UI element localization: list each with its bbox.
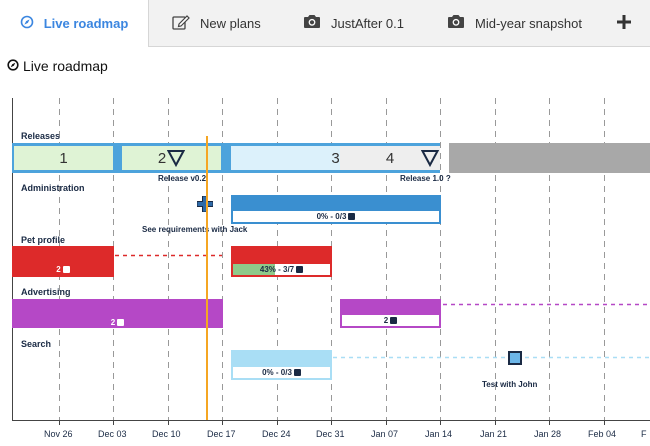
tab-label: Mid-year snapshot bbox=[475, 15, 582, 31]
axis-label: Jan 28 bbox=[534, 429, 562, 439]
page-title: Live roadmap bbox=[7, 58, 108, 74]
axis-label: Dec 03 bbox=[98, 429, 127, 439]
axis-label: F bbox=[641, 429, 647, 439]
tab-bar: Live roadmap New plans JustAfter 0.1 Mid… bbox=[0, 0, 650, 47]
compass-icon bbox=[7, 58, 19, 74]
lane-label-pet-profile: Pet profile bbox=[21, 235, 66, 245]
axis-label: Nov 26 bbox=[44, 429, 73, 439]
roadmap-chart: Releases Administration Pet profile Adve… bbox=[0, 80, 650, 446]
bar-progress-label: 0% - 0/3 bbox=[233, 211, 439, 222]
axis-label: Jan 07 bbox=[371, 429, 399, 439]
tab-label: New plans bbox=[200, 15, 261, 31]
release-label: 2 bbox=[157, 149, 167, 167]
tab-live-roadmap[interactable]: Live roadmap bbox=[0, 0, 149, 47]
lane-label-releases: Releases bbox=[21, 131, 61, 141]
tasks-icon bbox=[296, 266, 304, 273]
axis-label: Dec 31 bbox=[316, 429, 345, 439]
lane-label-administration: Administration bbox=[21, 183, 85, 193]
feature-bar-pet-profile-2[interactable]: 43% - 3/7 bbox=[231, 246, 332, 277]
page-title-text: Live roadmap bbox=[23, 58, 108, 74]
axis-label: Dec 17 bbox=[207, 429, 236, 439]
add-tab-button[interactable] bbox=[612, 8, 636, 36]
axis-label: Jan 21 bbox=[480, 429, 508, 439]
plus-icon bbox=[617, 9, 631, 35]
tasks-icon bbox=[390, 317, 398, 324]
release-label: 4 bbox=[385, 149, 395, 167]
camera-icon bbox=[303, 14, 321, 32]
compass-icon bbox=[20, 15, 34, 32]
tab-justafter[interactable]: JustAfter 0.1 bbox=[303, 0, 404, 46]
bar-count-label: 2 bbox=[342, 315, 439, 326]
bar-progress-label: 0% - 0/3 bbox=[233, 367, 330, 378]
bar-count-label: 2 bbox=[12, 317, 223, 328]
tab-mid-year-snapshot[interactable]: Mid-year snapshot bbox=[447, 0, 582, 46]
releases-future-strip bbox=[449, 143, 650, 173]
note-label: Test with John bbox=[482, 380, 538, 389]
release-2[interactable]: 2 bbox=[122, 146, 221, 170]
milestone-triangle-icon bbox=[167, 149, 186, 168]
axis-label: Dec 24 bbox=[262, 429, 291, 439]
tasks-icon bbox=[348, 213, 356, 220]
bar-count-label: 2 bbox=[14, 264, 112, 275]
feature-bar-search[interactable]: 0% - 0/3 bbox=[231, 350, 332, 380]
progress-fill bbox=[233, 264, 275, 275]
milestone-square-icon[interactable] bbox=[508, 351, 522, 365]
feature-bar-advertising-2[interactable]: 2 bbox=[340, 299, 441, 328]
milestone-plus-icon[interactable] bbox=[196, 195, 214, 217]
axis-label: Dec 10 bbox=[152, 429, 181, 439]
camera-icon bbox=[447, 14, 465, 32]
tasks-icon bbox=[62, 266, 70, 273]
bar-progress-label: 43% - 3/7 bbox=[233, 264, 330, 275]
milestone-label: Release v0.2 bbox=[158, 174, 207, 183]
axis-label: Jan 14 bbox=[425, 429, 453, 439]
release-1[interactable]: 1 bbox=[14, 146, 113, 170]
feature-bar-pet-profile-1[interactable]: 2 bbox=[12, 246, 114, 277]
tab-new-plans[interactable]: New plans bbox=[172, 0, 261, 46]
tab-label: JustAfter 0.1 bbox=[331, 15, 404, 31]
lane-label-search: Search bbox=[21, 339, 52, 349]
release-label: 3 bbox=[331, 149, 340, 167]
note-label: See requirements with Jack bbox=[142, 225, 248, 234]
milestone-label: Release 1.0 ? bbox=[400, 174, 451, 183]
release-label: 1 bbox=[59, 149, 68, 167]
axis-label: Feb 04 bbox=[588, 429, 617, 439]
feature-bar-advertising-1[interactable]: 2 bbox=[12, 299, 223, 328]
tasks-icon bbox=[293, 369, 301, 376]
lane-label-advertising: Advertising bbox=[21, 287, 71, 297]
today-line bbox=[206, 136, 208, 420]
tasks-icon bbox=[117, 319, 125, 326]
edit-icon bbox=[172, 14, 190, 33]
tab-label: Live roadmap bbox=[43, 16, 129, 31]
milestone-triangle-icon bbox=[420, 149, 440, 172]
feature-bar-administration[interactable]: 0% - 0/3 bbox=[231, 195, 441, 224]
